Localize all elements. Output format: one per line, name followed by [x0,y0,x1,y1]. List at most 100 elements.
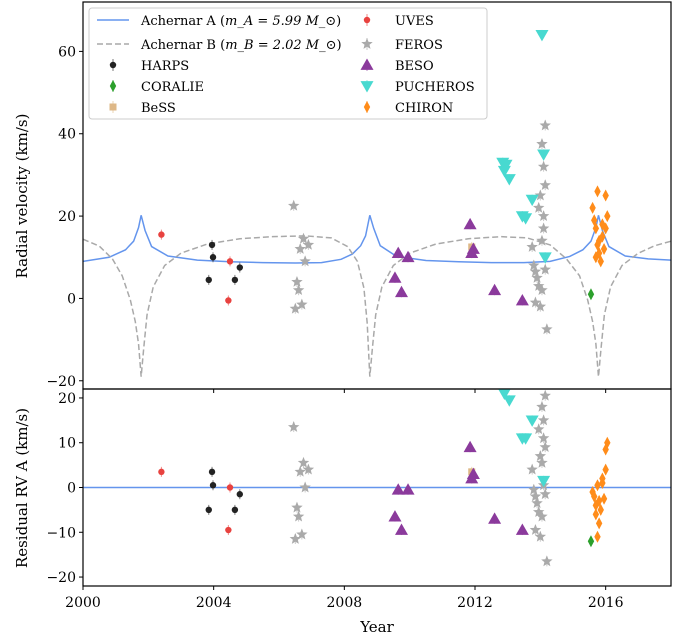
data-point [294,465,306,477]
data-point [536,510,548,522]
resid-series-uves [158,466,234,536]
data-point [502,395,516,407]
x-tick-label: 2008 [327,595,363,611]
data-point [292,284,305,296]
data-point [594,530,601,543]
data-point [388,510,402,522]
data-point [532,506,545,517]
data-point [604,436,611,449]
data-point [537,475,551,488]
rv-y-tick-label: 40 [58,127,76,143]
x-tick-label: 2004 [196,595,232,611]
data-point [602,189,609,202]
resid-y-tick-label: −10 [46,525,76,541]
data-point [401,250,415,263]
legend-entry-achernarb: Achernar B (m_B = 2.02 M_⊙) [97,38,342,53]
data-point [236,491,243,498]
data-point [526,240,538,252]
legend-box [88,7,488,120]
legend-marker-swatch [360,58,374,70]
data-point [534,530,547,542]
data-point [531,271,543,283]
data-point [515,523,529,535]
rv-y-tick-label: 20 [58,209,76,225]
data-point [535,30,549,42]
legend-marker-swatch [109,80,117,92]
legend-entry-beso: BESO [360,58,434,74]
legend-label: BESO [395,59,434,74]
data-point [226,484,234,491]
rv-plot-area [83,29,671,377]
data-point [388,271,402,283]
data-point [591,214,598,227]
data-point [528,483,540,495]
data-point [539,179,551,191]
residual-panel: −20 −10 0 10 20 [46,388,672,587]
data-point [231,506,239,514]
y-axis-label-residual: Residual RV A (km/s) [13,408,31,568]
curve-achernar-a [83,215,671,264]
data-point [538,252,552,264]
rv-series-coralie [587,288,595,301]
data-point [294,243,306,254]
data-point [529,265,542,277]
data-point [401,483,415,495]
data-point [289,532,302,544]
data-point [599,218,606,231]
data-point [592,251,600,264]
data-point [529,490,542,502]
data-point [297,456,310,468]
x-axis: 2000 2004 2008 2012 2016 [65,389,624,611]
data-point [158,468,165,476]
data-point [534,450,547,462]
data-point [498,389,511,400]
legend-label: HARPS [141,59,189,74]
data-point [599,230,606,243]
data-point [602,443,609,456]
data-point [466,242,480,254]
legend-entry-harps: HARPS [109,59,189,74]
data-point [532,201,545,213]
data-point [536,456,548,468]
data-point [292,510,305,522]
data-point [600,243,608,256]
data-point [539,441,551,453]
data-point [497,165,511,178]
data-point [536,284,548,296]
resid-y-tick-label: −20 [46,570,76,586]
resid-series-feros [287,389,553,567]
resid-series-coralie [587,535,595,548]
resid-y-tick-label: 0 [67,481,76,497]
data-point [529,524,542,535]
legend-marker-swatch [109,103,117,111]
data-point [205,506,212,514]
data-point [466,467,480,479]
data-point [231,276,239,284]
data-point [532,423,545,435]
data-point [488,283,502,296]
data-point [604,210,611,223]
data-point [534,300,547,312]
data-point [463,440,477,453]
legend-label: CHIRON [395,101,453,116]
legend-label: BeSS [141,101,176,116]
data-point [296,528,308,540]
data-point [289,302,302,314]
data-point [589,485,596,498]
legend-marker-swatch [361,38,373,49]
data-point [525,415,539,427]
x-tick-label: 2000 [65,595,101,611]
curve-achernar-b [83,235,671,377]
data-point [532,280,545,291]
rv-series-beso [388,217,529,306]
data-point [391,483,405,495]
rv-series-uves [158,229,234,306]
legend-entry-bess: BeSS [109,101,176,116]
legend-entry-chiron: CHIRON [363,101,453,116]
data-point [537,222,550,234]
legend-marker-swatch [363,16,371,24]
data-point [594,185,601,198]
data-point [395,523,408,535]
data-point [499,159,513,172]
